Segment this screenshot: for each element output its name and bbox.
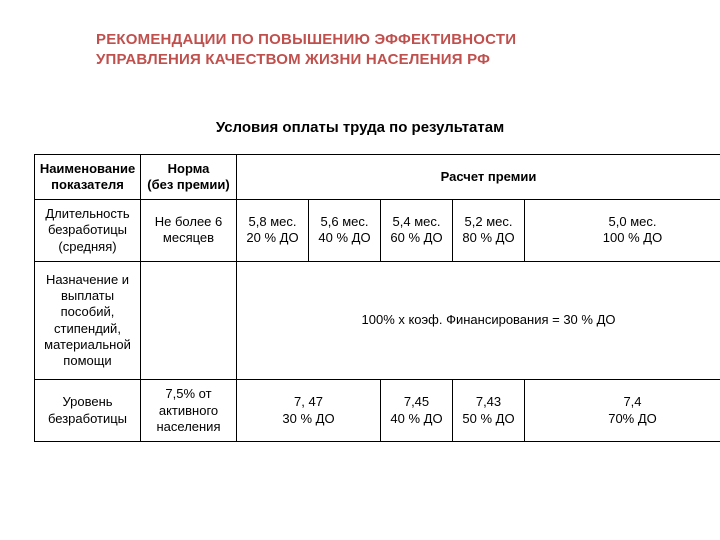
- row3-cell-4: 7,4 70% ДО: [525, 380, 720, 442]
- row3-indicator: Уровень безработицы: [35, 380, 141, 442]
- row2-norm: [141, 261, 237, 380]
- row3-cell-1: 7, 47 30 % ДО: [237, 380, 381, 442]
- header-norm-l1: Норма: [145, 161, 232, 177]
- row1-cell-1: 5,8 мес. 20 % ДО: [237, 200, 309, 262]
- row2-merged: 100% х коэф. Финансирования = 30 % ДО: [237, 261, 720, 380]
- row1-indicator: Длительность безработицы (средняя): [35, 200, 141, 262]
- row1-cell-5: 5,0 мес. 100 % ДО: [525, 200, 720, 262]
- header-norm-l2: (без премии): [145, 177, 232, 193]
- row1-cell-3: 5,4 мес. 60 % ДО: [381, 200, 453, 262]
- table-row: Назначение и выплаты пособий, стипендий,…: [35, 261, 720, 380]
- row3-cell-3: 7,43 50 % ДО: [453, 380, 525, 442]
- header-indicator: Наименование показателя: [35, 154, 141, 200]
- header-norm: Норма (без премии): [141, 154, 237, 200]
- row1-cell-4: 5,2 мес. 80 % ДО: [453, 200, 525, 262]
- table-row: Длительность безработицы (средняя) Не бо…: [35, 200, 720, 262]
- subtitle: Условия оплаты труда по результатам: [34, 119, 686, 136]
- payment-table: Наименование показателя Норма (без преми…: [34, 154, 720, 443]
- title-line-2: УПРАВЛЕНИЯ КАЧЕСТВОМ ЖИЗНИ НАСЕЛЕНИЯ РФ: [96, 51, 490, 68]
- row1-cell-2: 5,6 мес. 40 % ДО: [309, 200, 381, 262]
- table-row: Уровень безработицы 7,5% от активного на…: [35, 380, 720, 442]
- table-header-row: Наименование показателя Норма (без преми…: [35, 154, 720, 200]
- row3-cell-2: 7,45 40 % ДО: [381, 380, 453, 442]
- title-line-1: РЕКОМЕНДАЦИИ ПО ПОВЫШЕНИЮ ЭФФЕКТИВНОСТИ: [96, 31, 516, 48]
- header-bonus: Расчет премии: [237, 154, 720, 200]
- row1-norm: Не более 6 месяцев: [141, 200, 237, 262]
- main-title: РЕКОМЕНДАЦИИ ПО ПОВЫШЕНИЮ ЭФФЕКТИВНОСТИ …: [96, 30, 686, 71]
- row2-indicator: Назначение и выплаты пособий, стипендий,…: [35, 261, 141, 380]
- slide-page: РЕКОМЕНДАЦИИ ПО ПОВЫШЕНИЮ ЭФФЕКТИВНОСТИ …: [0, 0, 720, 540]
- row3-norm: 7,5% от активного населения: [141, 380, 237, 442]
